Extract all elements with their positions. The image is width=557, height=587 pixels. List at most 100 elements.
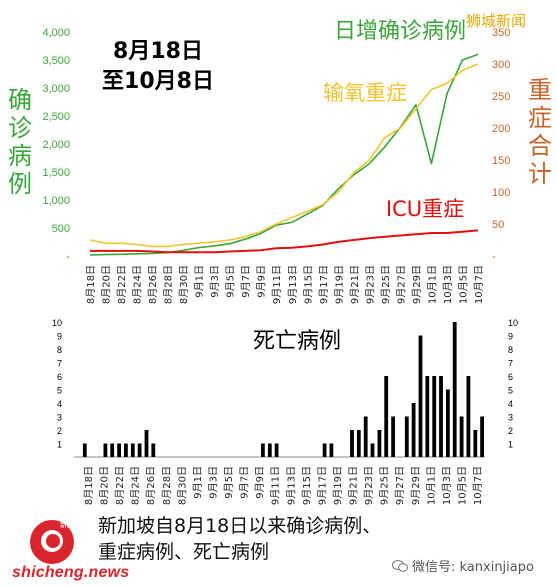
left-tick-label: -: [66, 251, 70, 263]
x-tick-label: 9月7日: [240, 265, 252, 298]
bar-x-tick-label: 10月3日: [441, 466, 453, 505]
bar-x-tick-label: 8月24日: [130, 466, 142, 505]
x-tick-label: 8月18日: [85, 265, 97, 304]
x-tick-label: 9月25日: [380, 265, 392, 304]
death-bar: [110, 443, 115, 457]
death-bar: [411, 403, 416, 457]
death-bar: [404, 416, 409, 457]
death-bar: [473, 430, 478, 457]
right-axis-label: 重: [528, 76, 552, 104]
bar-x-tick-label: 9月19日: [332, 466, 344, 505]
caption-line-2: 重症病例、死亡病例: [98, 541, 270, 563]
death-bar: [130, 443, 135, 457]
x-tick-label: 9月19日: [333, 265, 345, 304]
left-tick-label: 1,500: [42, 167, 70, 179]
x-tick-label: 10月5日: [457, 265, 469, 304]
bar-x-tick-label: 9月9日: [254, 466, 266, 499]
x-tick-label: 8月24日: [132, 265, 144, 304]
bar-x-tick-label: 10月5日: [456, 466, 468, 505]
bar-x-tick-label: 9月23日: [363, 466, 375, 505]
death-bar: [151, 443, 156, 457]
series-line-2: [90, 229, 479, 254]
death-bar: [124, 443, 128, 457]
death-bar: [391, 416, 395, 457]
x-tick-label: 9月11日: [271, 265, 283, 304]
death-bar: [82, 443, 87, 457]
line-chart: - 500 1,000 1,500 2,000 2,500 3,000 3,500 4,000 -…: [8, 19, 552, 304]
death-bar: [377, 430, 382, 457]
bar-x-tick-label: 10月1日: [425, 466, 437, 505]
death-bar: [261, 443, 265, 457]
series-label-1: 输氧重症: [323, 81, 407, 105]
death-bar: [117, 443, 121, 457]
death-bar: [267, 443, 272, 457]
bar-left-tick: 7: [57, 359, 62, 369]
series-label-2: ICU重症: [386, 197, 464, 221]
bar-right-tick: 9: [508, 332, 513, 342]
bar-right-tick: 5: [508, 386, 513, 396]
left-tick-label: 3,500: [42, 55, 70, 67]
bar-x-tick-label: 9月13日: [285, 466, 297, 505]
bar-right-tick: 7: [508, 359, 513, 369]
death-bar: [322, 443, 327, 457]
bar-right-tick: 4: [508, 399, 513, 409]
right-tick-label: 50: [492, 219, 504, 231]
left-axis-label: 确: [8, 86, 32, 114]
bar-chart-title: 死亡病例: [253, 329, 341, 354]
right-tick-label: 350: [492, 27, 510, 39]
right-tick-label: 300: [492, 59, 510, 71]
date-range-line-1: 8月18日: [113, 39, 203, 64]
lion-logo-icon: 新加坡眼: [30, 520, 88, 564]
bar-right-tick: 8: [508, 345, 513, 355]
left-axis-label: 例: [8, 170, 32, 198]
death-bar: [452, 322, 457, 457]
death-bar: [356, 430, 361, 457]
x-tick-label: 9月29日: [411, 265, 423, 304]
left-axis-label: 诊: [8, 114, 32, 142]
right-axis-label: 合: [528, 132, 552, 160]
left-tick-label: 2,000: [42, 139, 70, 151]
x-tick-label: 9月15日: [302, 265, 314, 304]
bar-x-tick-label: 9月3日: [207, 466, 219, 499]
right-tick-label: 200: [492, 123, 510, 135]
left-tick-label: 2,500: [42, 111, 70, 123]
bar-left-tick: 1: [57, 440, 62, 450]
bar-right-tick: 3: [508, 413, 513, 423]
logo-text: 新加坡眼: [60, 521, 88, 529]
x-tick-label: 9月17日: [318, 265, 330, 304]
x-tick-label: 8月28日: [163, 265, 175, 304]
wechat-account[interactable]: 微信号: kanxinjiapo: [392, 556, 534, 575]
death-bar: [329, 443, 334, 457]
series-line-0: [89, 53, 479, 256]
series-label-0: 日增确诊病例: [334, 19, 466, 44]
bar-x-tick-label: 9月25日: [379, 466, 391, 505]
bar-left-tick: 9: [57, 332, 62, 342]
x-tick-label: 9月27日: [395, 265, 407, 304]
left-tick-label: 500: [52, 223, 70, 235]
death-bar: [370, 443, 375, 457]
bar-left-tick: 3: [57, 413, 62, 423]
bar-right-tick: 2: [508, 426, 513, 436]
bar-x-tick-label: 10月7日: [472, 466, 484, 505]
x-tick-label: 9月23日: [364, 265, 376, 304]
bar-x-tick-label: 8月26日: [145, 466, 157, 505]
right-axis-label: 症: [528, 104, 552, 132]
wechat-icon: [392, 560, 408, 572]
death-bar: [459, 416, 464, 457]
death-bar: [446, 389, 450, 457]
bar-x-tick-label: 9月5日: [223, 466, 235, 499]
x-tick-label: 8月20日: [101, 265, 113, 304]
right-tick-label: 150: [492, 155, 510, 167]
x-tick-label: 8月26日: [147, 265, 159, 304]
caption: 新加坡自8月18日以来确诊病例、 重症病例、死亡病例: [98, 513, 381, 565]
bar-x-tick-label: 8月22日: [114, 466, 126, 505]
x-tick-label: 9月5日: [225, 265, 237, 298]
brand-logo[interactable]: 新加坡眼 shicheng.news: [8, 516, 129, 582]
date-range-line-2: 至10月8日: [102, 69, 214, 94]
bar-x-tick-label: 9月27日: [394, 466, 406, 505]
left-tick-label: 3,000: [42, 83, 70, 95]
bar-x-tick-label: 8月18日: [83, 466, 95, 505]
death-bar: [480, 416, 484, 457]
x-tick-label: 10月1日: [426, 265, 438, 304]
